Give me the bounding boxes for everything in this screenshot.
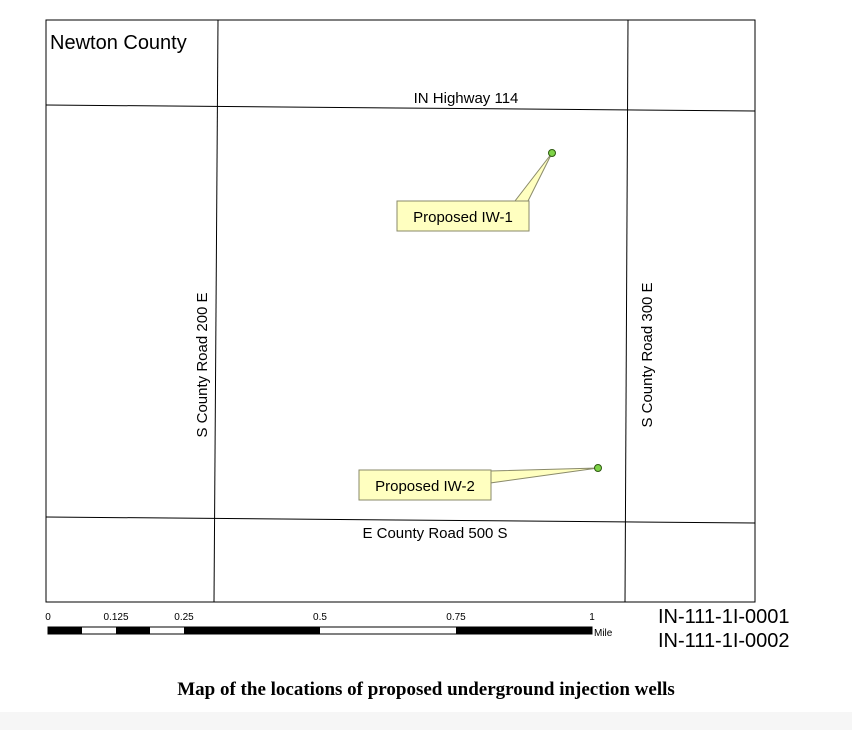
road-label-east: S County Road 300 E (639, 282, 656, 427)
scale-segment (116, 627, 150, 634)
scale-tick-label: 0.75 (446, 612, 466, 623)
page-bottom-strip (0, 712, 852, 730)
scale-unit-label: Mile (594, 628, 613, 639)
well-2-marker[interactable] (594, 464, 602, 472)
road-label-north: IN Highway 114 (414, 90, 519, 107)
scale-tick-label: 0.125 (103, 612, 128, 623)
well-2-label-box (358, 469, 492, 501)
road-line-north (45, 104, 756, 112)
road-line-west (213, 19, 219, 603)
road-label-west: S County Road 200 E (194, 292, 211, 437)
map-canvas: Newton County IN Highway 114 E County Ro… (45, 19, 756, 639)
map-caption: Map of the locations of proposed undergr… (177, 679, 675, 700)
county-label: Newton County (50, 32, 187, 54)
well-1-label: Proposed IW-1 (413, 209, 513, 226)
scale-tick-label: 0.25 (174, 612, 194, 623)
scale-bar: 0 0.125 0.25 0.5 0.75 1 Mile (45, 612, 613, 639)
permit-id: IN-111-1I-0002 (658, 630, 790, 652)
well-2-label: Proposed IW-2 (375, 478, 475, 495)
scale-tick-label: 0 (45, 612, 51, 623)
road-line-south (45, 516, 756, 524)
map-frame (45, 19, 756, 603)
road-line-east (624, 19, 629, 603)
scale-tick-label: 0.5 (313, 612, 327, 623)
scale-tick-label: 1 (589, 612, 595, 623)
well-1-marker[interactable] (548, 149, 556, 157)
scale-segment (184, 627, 320, 634)
road-label-south: E County Road 500 S (362, 525, 507, 542)
scale-segment (48, 627, 82, 634)
permit-id: IN-111-1I-0001 (658, 606, 790, 628)
scale-segment (456, 627, 592, 634)
well-1-label-box (396, 200, 530, 232)
